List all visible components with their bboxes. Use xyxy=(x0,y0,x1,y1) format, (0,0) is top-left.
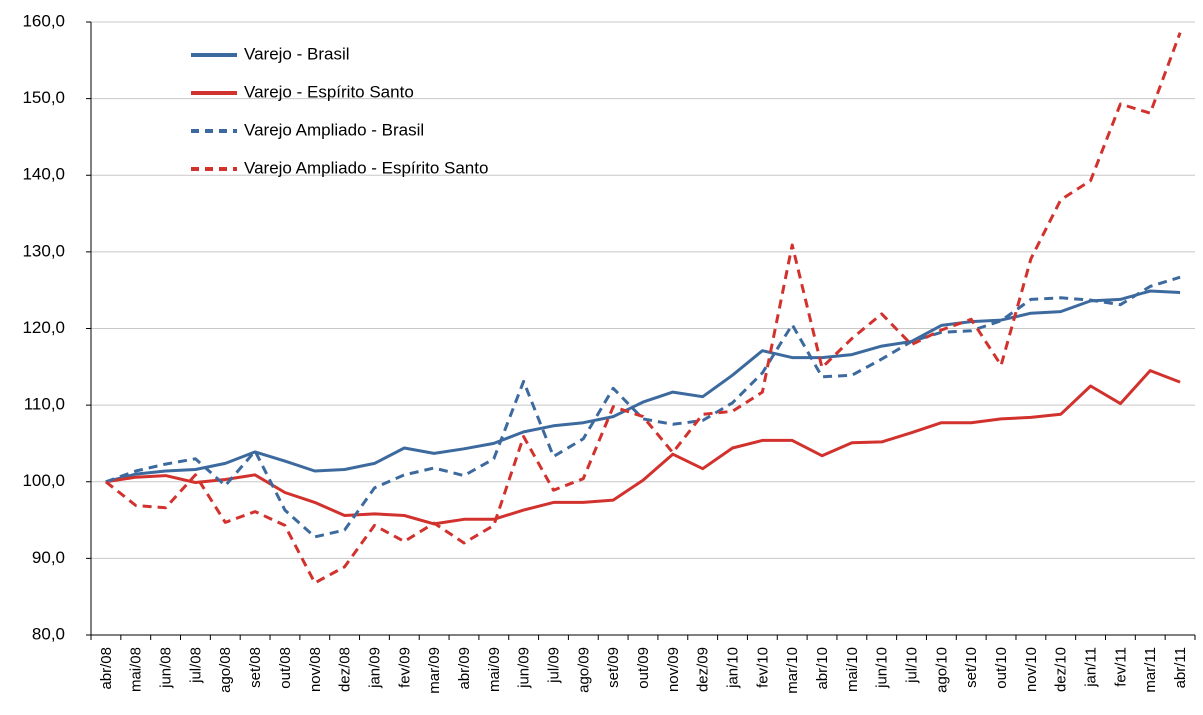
y-tick-label: 130,0 xyxy=(22,241,65,260)
y-tick-label: 110,0 xyxy=(24,395,65,414)
x-tick-label: ago/10 xyxy=(933,647,950,693)
x-tick-label: jun/09 xyxy=(516,647,533,689)
x-tick-label: jan/09 xyxy=(366,647,383,689)
x-tick-label: mar/11 xyxy=(1142,647,1159,693)
series-line xyxy=(105,289,1181,484)
series-line xyxy=(105,369,1181,526)
x-tick-label: dez/09 xyxy=(695,647,712,692)
x-tick-label: out/09 xyxy=(635,647,652,689)
x-tick-label: jun/08 xyxy=(158,647,175,689)
x-tick-label: set/08 xyxy=(247,647,264,688)
x-tick-label: jul/09 xyxy=(545,647,562,684)
y-tick-label: 100,0 xyxy=(22,471,65,490)
series-line xyxy=(105,275,1181,539)
x-tick-label: jan/10 xyxy=(724,647,741,689)
y-tick-label: 150,0 xyxy=(22,88,65,107)
x-tick-label: mai/10 xyxy=(844,647,861,692)
x-tick-label: abr/11 xyxy=(1172,647,1189,688)
x-tick-label: set/10 xyxy=(963,647,980,688)
x-tick-label: ago/09 xyxy=(575,647,592,693)
x-tick-label: nov/10 xyxy=(1023,647,1040,692)
series-line xyxy=(104,32,1182,585)
x-tick-label: abr/08 xyxy=(98,647,115,690)
x-tick-label: dez/08 xyxy=(337,647,354,692)
x-tick-label: mar/09 xyxy=(426,647,443,694)
x-tick-label: abr/09 xyxy=(456,647,473,690)
y-tick-label: 80,0 xyxy=(32,624,65,643)
x-tick-label: mar/10 xyxy=(784,647,801,694)
y-tick-label: 120,0 xyxy=(22,318,65,337)
x-tick-label: fev/09 xyxy=(396,647,413,688)
legend-label: Varejo Ampliado - Brasil xyxy=(244,120,424,139)
x-tick-label: ago/08 xyxy=(217,647,234,693)
x-tick-label: jul/10 xyxy=(904,647,921,684)
legend-label: Varejo Ampliado - Espírito Santo xyxy=(244,158,488,177)
x-tick-label: jun/10 xyxy=(874,647,891,689)
y-tick-label: 140,0 xyxy=(22,165,65,184)
x-tick-label: mai/09 xyxy=(486,647,503,692)
x-tick-label: fev/11 xyxy=(1112,647,1129,687)
x-tick-label: jan/11 xyxy=(1083,647,1100,688)
x-tick-label: nov/08 xyxy=(307,647,324,692)
x-tick-label: fev/10 xyxy=(754,647,771,688)
x-tick-label: dez/10 xyxy=(1053,647,1070,692)
x-tick-label: jul/08 xyxy=(187,647,204,684)
x-tick-label: mai/08 xyxy=(128,647,145,692)
x-tick-label: nov/09 xyxy=(665,647,682,692)
legend-label: Varejo - Espírito Santo xyxy=(244,82,414,101)
y-tick-label: 90,0 xyxy=(32,548,65,567)
x-tick-label: out/10 xyxy=(993,647,1010,689)
legend-label: Varejo - Brasil xyxy=(244,44,350,63)
x-tick-label: out/08 xyxy=(277,647,294,689)
x-tick-label: set/09 xyxy=(605,647,622,688)
y-tick-label: 160,0 xyxy=(22,11,65,30)
x-tick-label: abr/10 xyxy=(814,647,831,690)
